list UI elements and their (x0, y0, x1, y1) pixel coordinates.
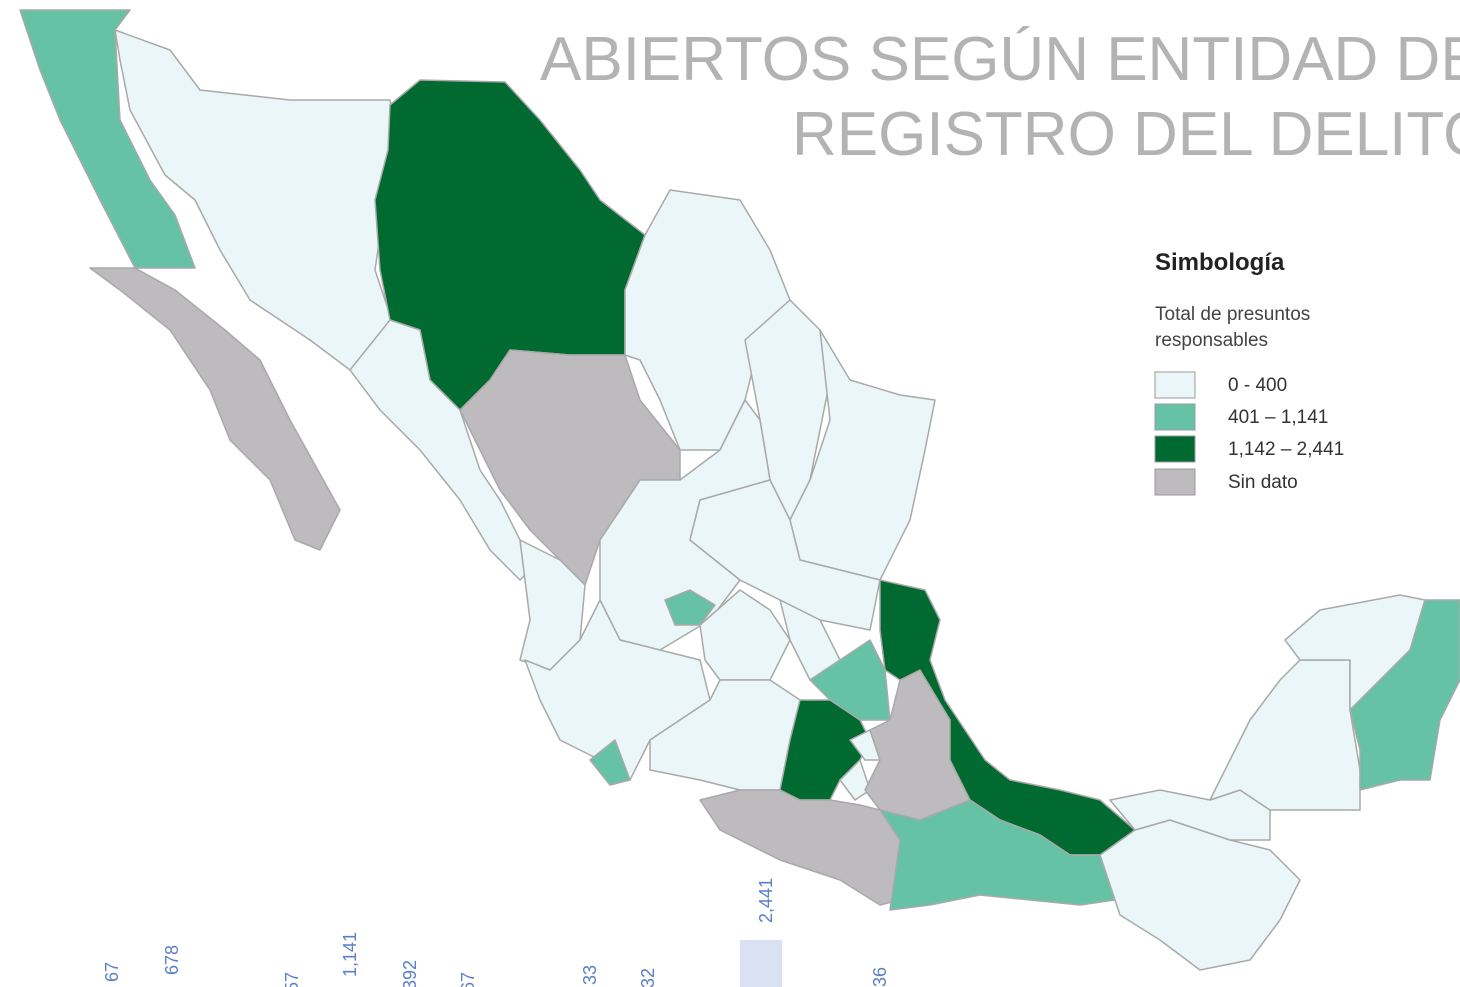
legend-title: Simbología (1155, 249, 1285, 276)
bar-labels: 67 678 57 1,141 392 67 33 32 2,441 36 (102, 878, 890, 987)
title-line: ABIERTOS SEGÚN ENTIDAD DE (540, 25, 1460, 94)
state (1349, 599, 1460, 791)
bar-value-label: 392 (400, 960, 420, 987)
state (89, 267, 341, 551)
legend-swatch (1154, 468, 1196, 496)
state (19, 9, 196, 269)
legend-label: 0 - 400 (1228, 375, 1287, 396)
legend-label: 1,142 – 2,441 (1228, 439, 1344, 460)
legend-subtitle: Total de presuntos (1155, 304, 1310, 325)
state (1099, 819, 1301, 971)
legend-swatch (1154, 435, 1196, 463)
bar-value-label: 67 (458, 972, 478, 987)
bar (740, 940, 782, 987)
states (19, 9, 1460, 971)
legend-label: Sin dato (1228, 472, 1298, 493)
state (689, 479, 881, 631)
bar-value-label: 67 (102, 962, 122, 982)
bar-value-label: 678 (162, 945, 182, 975)
state (1109, 789, 1271, 841)
state (589, 739, 631, 786)
bar-value-label: 2,441 (756, 878, 776, 923)
bar-value-label: 32 (638, 968, 658, 987)
legend-swatch (1154, 403, 1196, 431)
bar-value-label: 36 (870, 967, 890, 987)
legend: 0 - 400 401 – 1,141 1,142 – 2,441 Sin dato (1154, 371, 1344, 496)
bar-value-label: 57 (282, 972, 302, 987)
state (699, 789, 901, 906)
legend-swatch (1154, 371, 1196, 399)
bar-value-label: 1,141 (340, 932, 360, 977)
state (699, 589, 791, 681)
legend-subtitle: responsables (1155, 330, 1268, 351)
title-line: REGISTRO DEL DELITO (792, 100, 1460, 169)
state (664, 589, 716, 626)
bar-value-label: 33 (580, 965, 600, 985)
legend-label: 401 – 1,141 (1228, 407, 1328, 428)
state (1209, 659, 1361, 811)
